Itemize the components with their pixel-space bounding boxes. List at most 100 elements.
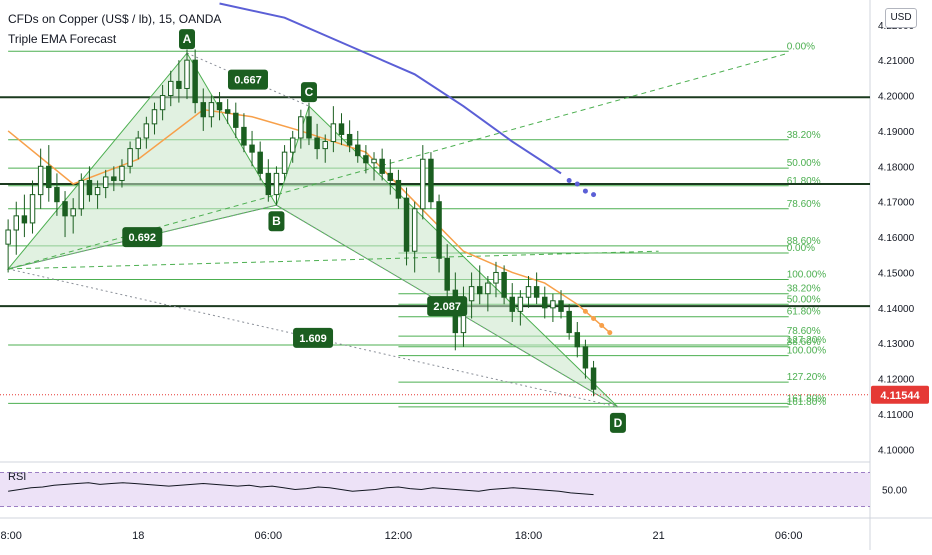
rsi-band	[0, 472, 870, 507]
y-tick-label: 4.15000	[878, 268, 915, 279]
ema-fast-forecast-dot	[599, 323, 605, 329]
pattern-point-badge	[268, 211, 285, 232]
candle-body	[127, 148, 133, 167]
pattern-ratio-label: 2.087	[433, 301, 461, 313]
candle-body	[485, 282, 491, 295]
fib-main-level-label: 88.60%	[787, 236, 821, 247]
candle-body	[363, 155, 369, 164]
candle-body	[501, 271, 507, 298]
pattern-ratio-label: 1.609	[299, 333, 327, 345]
ema-fast-forecast-dot	[582, 308, 588, 314]
candle-body	[216, 102, 223, 111]
pattern-point-badge	[300, 82, 317, 103]
candle-body	[62, 201, 68, 217]
fib-inner-level-label: 100.00%	[787, 346, 827, 357]
rsi-label: RSI	[8, 471, 26, 483]
pattern-ratio-line	[276, 204, 619, 408]
candle-body	[37, 165, 44, 196]
candle-body	[13, 215, 19, 231]
currency-button[interactable]: USD	[885, 8, 917, 28]
candle-body	[525, 286, 532, 298]
candle-body	[379, 158, 385, 174]
ema-slow-forecast-dot	[566, 177, 572, 183]
x-tick-label: 21	[652, 530, 664, 542]
fib-inner-level-label: 78.60%	[787, 326, 821, 337]
ema-fast-forecast-dot	[607, 330, 613, 336]
candle-body	[159, 95, 166, 111]
x-tick-label: 12:00	[385, 530, 413, 542]
candle-body	[517, 296, 524, 312]
pattern-point-c: C	[305, 85, 314, 99]
ema-slow-forecast-dot	[591, 192, 597, 198]
candle-body	[420, 158, 426, 210]
candle-body	[151, 109, 158, 125]
candle-body	[582, 346, 589, 369]
candle-body	[436, 201, 442, 259]
fib-inner-level-label: 0.00%	[787, 243, 815, 254]
candle-body	[86, 179, 93, 196]
fib-inner-level-label: 38.20%	[787, 284, 821, 295]
candle-body	[306, 116, 312, 139]
candle-body	[135, 137, 141, 150]
candle-body	[192, 59, 198, 104]
candle-body	[574, 332, 581, 348]
current-price-tag	[871, 385, 929, 404]
x-tick-label: 06:00	[775, 530, 803, 542]
pattern-ratio-badge	[227, 69, 268, 90]
pattern-ratio-line	[8, 268, 619, 408]
fib-main-level-label: 50.00%	[787, 158, 821, 169]
candle-body	[233, 112, 239, 128]
fib-inner-level-label: 88.60%	[787, 337, 821, 348]
fib-main-level-label: 78.60%	[787, 199, 821, 210]
candle-body	[78, 179, 85, 210]
candle-body	[111, 176, 117, 181]
candle-body	[371, 158, 377, 164]
rsi-line	[8, 482, 594, 496]
candle-body	[428, 158, 434, 203]
fib-main-level-label: 38.20%	[787, 130, 821, 141]
y-tick-label: 4.18000	[878, 162, 915, 173]
pattern-ratio-badge	[427, 296, 468, 317]
candle-body	[143, 123, 150, 139]
candle-body	[265, 172, 272, 196]
pattern-point-a: A	[183, 32, 192, 46]
x-tick-label: 18:00	[0, 530, 22, 542]
y-tick-label: 4.11000	[878, 410, 914, 421]
candle-body	[590, 367, 597, 390]
candle-body	[241, 126, 247, 146]
candle-body	[119, 165, 125, 181]
current-price-text: 4.11544	[880, 390, 920, 402]
candle-body	[395, 179, 402, 199]
candle-body	[493, 271, 499, 284]
candle-body	[509, 296, 515, 312]
candle-body	[533, 286, 540, 298]
y-tick-label: 4.12000	[878, 375, 915, 386]
candle-body	[54, 187, 60, 203]
candle-body	[403, 197, 410, 252]
fib-main-level-label: 127.20%	[787, 335, 827, 346]
candle-body	[468, 286, 475, 302]
pattern-point-badge	[609, 412, 626, 433]
pattern-ratio-label: 0.692	[129, 232, 157, 244]
y-tick-label: 4.19000	[878, 127, 915, 138]
candle-body	[102, 176, 109, 189]
pattern-ratio-badge	[122, 227, 163, 248]
candle-body	[249, 144, 255, 153]
fib-inner-level-label: 50.00%	[787, 294, 821, 305]
indicator-title: Triple EMA Forecast	[8, 32, 117, 46]
candle-body	[273, 172, 280, 196]
fib-inner-level-label: 61.80%	[787, 307, 821, 318]
candle-body	[338, 123, 345, 135]
ema-slow-forecast-dot	[574, 181, 580, 187]
pattern-point-badge	[179, 29, 196, 50]
fib-main-level-label: 161.80%	[787, 393, 827, 404]
fib-inner-level-label: 161.80%	[787, 397, 827, 408]
candle-body	[542, 296, 548, 309]
fib-main-level-label: 0.00%	[787, 41, 815, 52]
fib-main-level-label: 61.80%	[787, 176, 821, 187]
candle-body	[289, 137, 296, 153]
rsi-tick-label: 50.00	[882, 486, 907, 497]
y-tick-label: 4.21000	[878, 56, 915, 67]
